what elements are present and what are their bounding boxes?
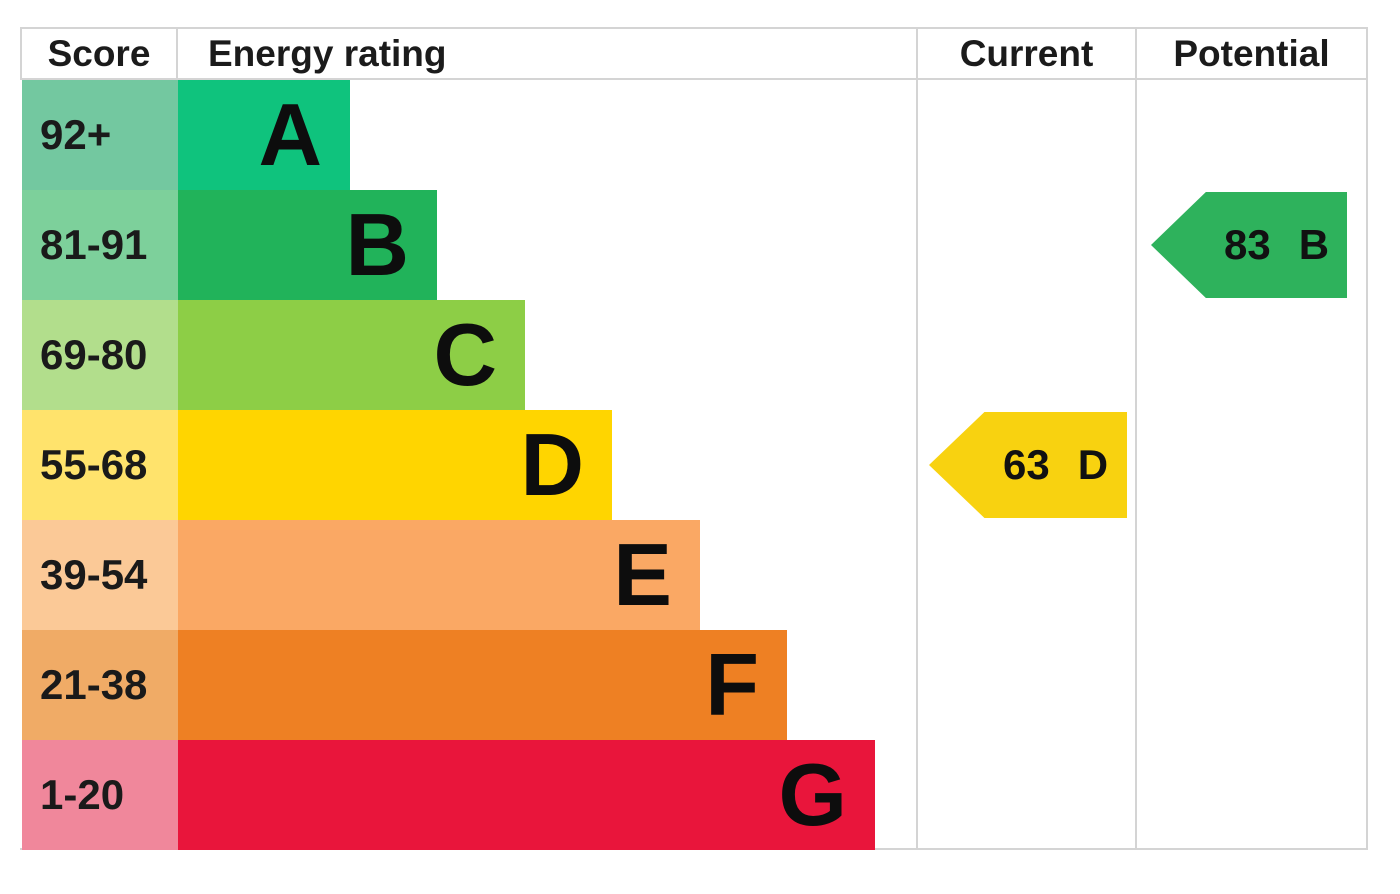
header-energy-rating: Energy rating [208, 32, 447, 74]
score-range-g: 1-20 [22, 740, 178, 850]
table-left-border [20, 27, 22, 80]
energy-band-d: D [178, 410, 612, 520]
score-range-e: 39-54 [22, 520, 178, 630]
score-range-c: 69-80 [22, 300, 178, 410]
potential-rating-arrow: 83 B [1151, 192, 1347, 298]
current-rating-band-letter: D [1077, 441, 1109, 488]
table-top-border [20, 27, 1368, 29]
score-range-d: 55-68 [22, 410, 178, 520]
header-current: Current [959, 32, 1094, 74]
potential-rating-band-letter: B [1298, 221, 1330, 268]
current-column-divider [916, 27, 918, 850]
current-rating-arrow: 63 D [929, 412, 1127, 518]
header-bottom-border [20, 78, 1368, 80]
header-score: Score [47, 32, 151, 74]
energy-band-f: F [178, 630, 787, 740]
energy-band-e: E [178, 520, 700, 630]
current-rating-value: 63 [1002, 441, 1050, 488]
energy-band-c: C [178, 300, 525, 410]
score-range-a: 92+ [22, 80, 178, 190]
energy-band-g: G [178, 740, 875, 850]
score-range-f: 21-38 [22, 630, 178, 740]
potential-rating-value: 83 [1223, 221, 1271, 268]
energy-band-a: A [178, 80, 350, 190]
score-column-divider [176, 27, 178, 80]
score-range-b: 81-91 [22, 190, 178, 300]
table-right-border [1366, 27, 1368, 850]
energy-band-b: B [178, 190, 437, 300]
header-potential: Potential [1173, 32, 1330, 74]
potential-column-divider [1135, 27, 1137, 850]
